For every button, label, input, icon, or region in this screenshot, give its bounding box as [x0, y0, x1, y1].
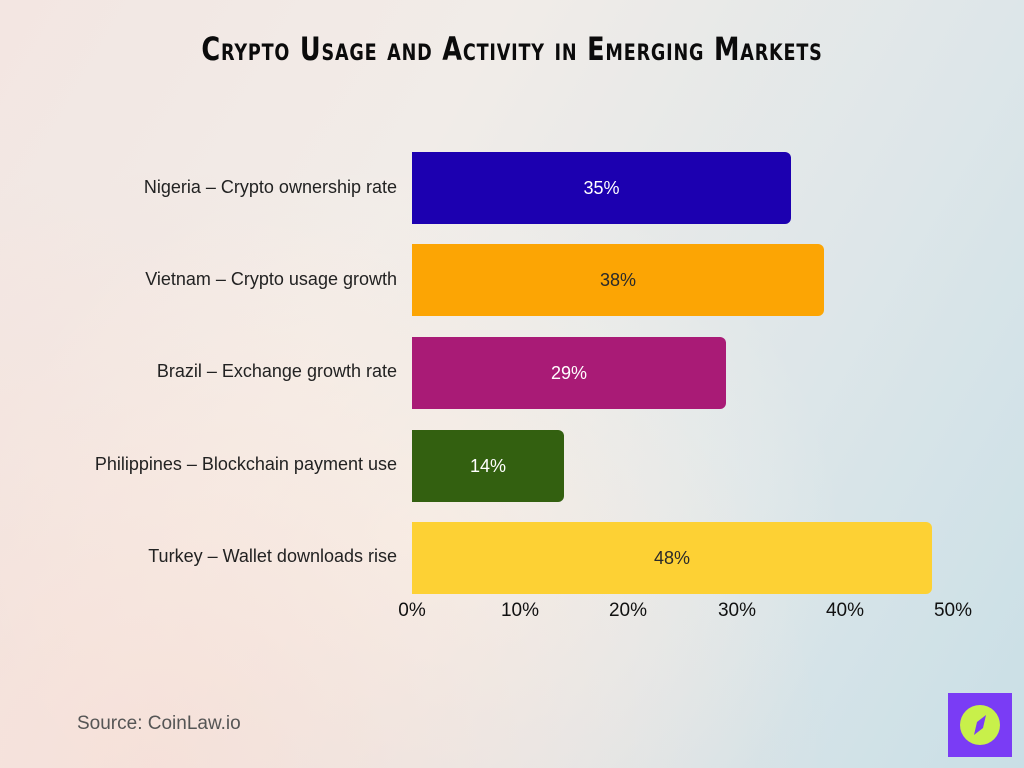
compass-icon [960, 705, 1000, 745]
bar-value-label: 38% [599, 269, 637, 290]
row-label: Philippines – Blockchain payment use [94, 454, 397, 474]
bar-turkey: 48% [412, 522, 932, 594]
x-tick: 50% [933, 600, 973, 621]
bar-value-label: 14% [469, 455, 507, 476]
chart-title: Crypto Usage and Activity in Emerging Ma… [201, 30, 823, 68]
bar-nigeria: 35% [412, 152, 791, 224]
bar-value-label: 48% [653, 547, 691, 568]
bar-vietnam: 38% [412, 244, 824, 316]
row-label: Brazil – Exchange growth rate [156, 361, 397, 381]
x-tick: 20% [608, 600, 648, 621]
row-label: Turkey – Wallet downloads rise [148, 546, 397, 566]
x-tick: 30% [717, 600, 757, 621]
x-tick: 10% [500, 600, 540, 621]
bar-philippines: 14% [412, 430, 564, 502]
source-credit: Source: CoinLaw.io [77, 713, 241, 734]
bar-value-label: 35% [583, 177, 620, 198]
x-tick: 0% [398, 600, 426, 621]
row-label: Nigeria – Crypto ownership rate [143, 177, 397, 197]
x-tick: 40% [825, 600, 865, 621]
row-label: Vietnam – Crypto usage growth [145, 269, 397, 289]
brand-logo [948, 693, 1012, 757]
bar-value-label: 29% [550, 362, 588, 383]
bar-brazil: 29% [412, 337, 726, 409]
